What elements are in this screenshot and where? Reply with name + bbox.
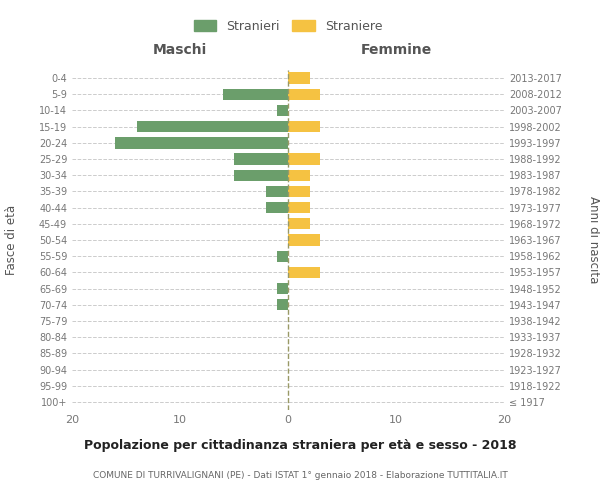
Text: Anni di nascita: Anni di nascita bbox=[587, 196, 600, 284]
Bar bbox=[266, 202, 288, 213]
Bar bbox=[288, 170, 310, 181]
Bar bbox=[277, 283, 288, 294]
Bar bbox=[288, 88, 320, 100]
Bar bbox=[277, 105, 288, 116]
Bar bbox=[277, 299, 288, 310]
Text: Popolazione per cittadinanza straniera per età e sesso - 2018: Popolazione per cittadinanza straniera p… bbox=[84, 438, 516, 452]
Bar bbox=[288, 234, 320, 246]
Bar bbox=[288, 202, 310, 213]
Bar bbox=[115, 137, 288, 148]
Bar bbox=[234, 170, 288, 181]
Bar bbox=[288, 121, 320, 132]
Legend: Stranieri, Straniere: Stranieri, Straniere bbox=[190, 16, 386, 36]
Bar bbox=[288, 72, 310, 84]
Bar bbox=[223, 88, 288, 100]
Bar bbox=[288, 266, 320, 278]
Bar bbox=[288, 154, 320, 164]
Bar bbox=[288, 218, 310, 230]
Bar bbox=[137, 121, 288, 132]
Text: COMUNE DI TURRIVALIGNANI (PE) - Dati ISTAT 1° gennaio 2018 - Elaborazione TUTTIT: COMUNE DI TURRIVALIGNANI (PE) - Dati IST… bbox=[92, 470, 508, 480]
Text: Fasce di età: Fasce di età bbox=[5, 205, 19, 275]
Text: Maschi: Maschi bbox=[153, 44, 207, 58]
Bar bbox=[277, 250, 288, 262]
Text: Femmine: Femmine bbox=[361, 44, 431, 58]
Bar bbox=[288, 186, 310, 197]
Bar bbox=[266, 186, 288, 197]
Bar bbox=[234, 154, 288, 164]
